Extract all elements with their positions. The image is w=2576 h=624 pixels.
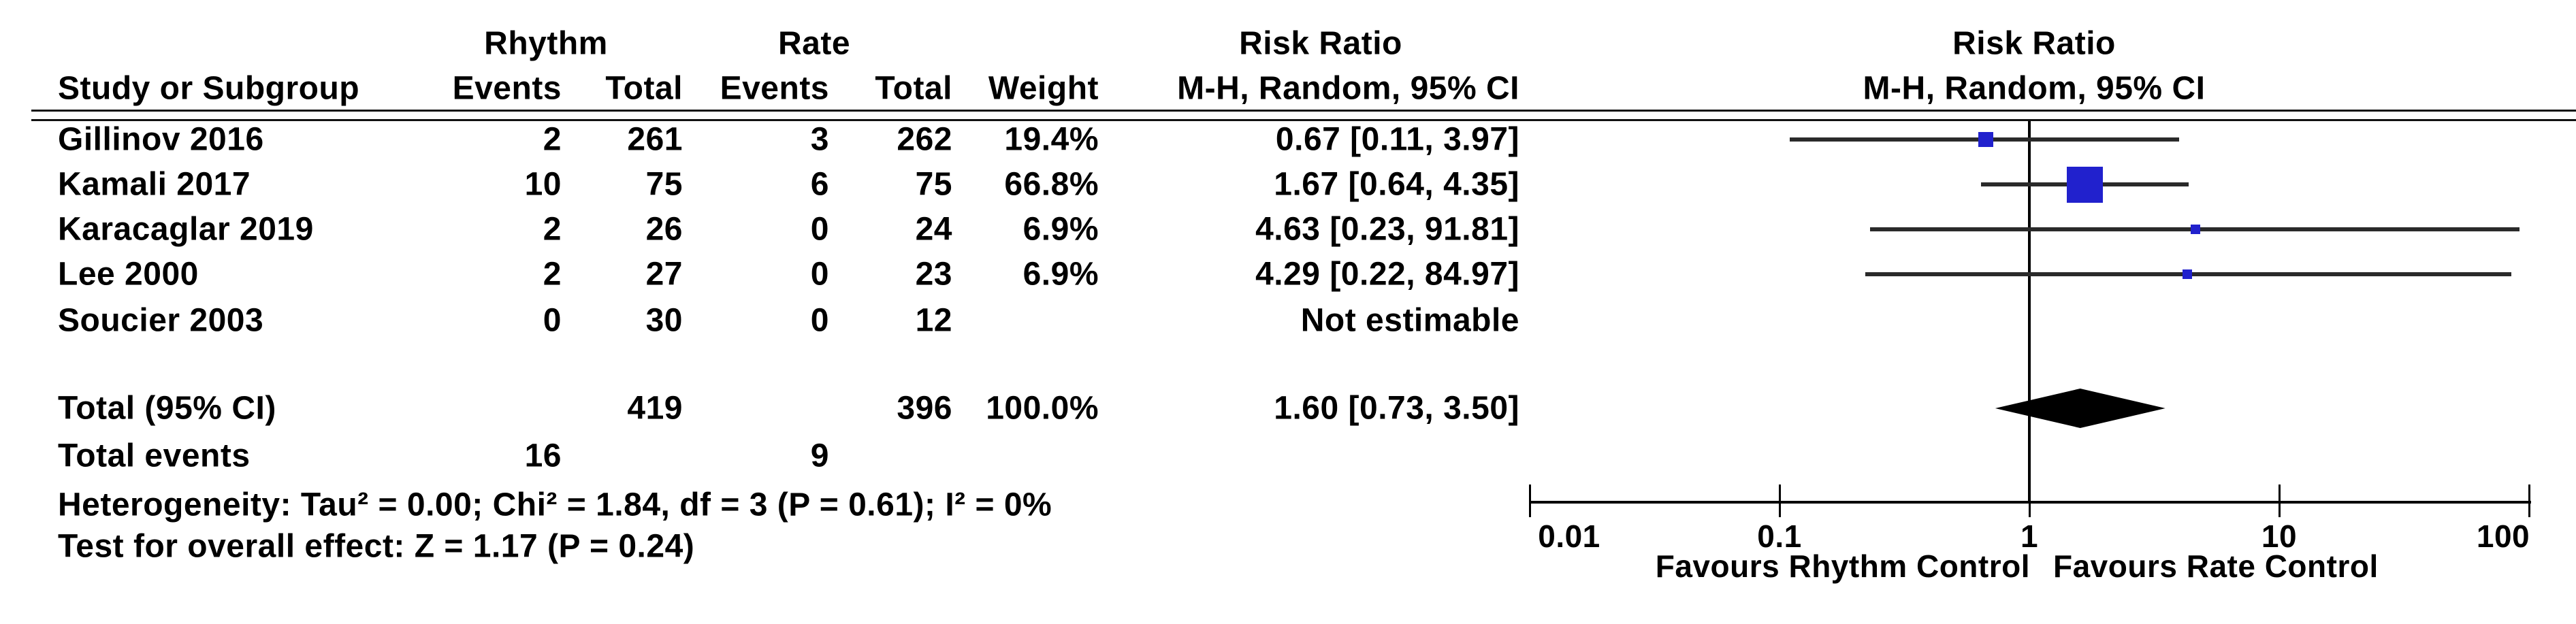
favours-right-label: Favours Rate Control (2053, 548, 2379, 584)
study-name: Gillinov 2016 (58, 121, 264, 158)
weight-value: 6.9% (1023, 211, 1099, 248)
rr-ci-text: 4.29 [0.22, 84.97] (1255, 256, 1519, 293)
axis-tick-label: 100 (2476, 519, 2530, 554)
rate-events-value: 3 (810, 121, 829, 158)
rate-total-col-header: Total (875, 70, 952, 107)
rate-total-value: 262 (897, 121, 952, 158)
rhythm-events-value: 2 (543, 121, 562, 158)
study-name: Soucier 2003 (58, 302, 264, 339)
favours-left-label: Favours Rhythm Control (1655, 548, 2030, 584)
axis-tick-label: 0.1 (1757, 519, 1802, 554)
rate-events-value: 0 (810, 302, 829, 339)
axis-tick (2528, 485, 2530, 517)
mh-col-header-right: M-H, Random, 95% CI (1863, 70, 2206, 107)
rhythm-events-value: 2 (543, 256, 562, 293)
total-row-label: Total (95% CI) (58, 390, 276, 427)
rhythm-total-col-header: Total (605, 70, 683, 107)
rhythm-group-header: Rhythm (484, 25, 608, 62)
mh-col-header-left: M-H, Random, 95% CI (1177, 70, 1519, 107)
rate-total-value: 23 (915, 256, 952, 293)
rhythm-total-value: 27 (645, 256, 683, 293)
total-events-rate: 9 (810, 438, 829, 474)
weight-value: 6.9% (1023, 256, 1099, 293)
rate-total-value: 24 (915, 211, 952, 248)
total-events-rhythm: 16 (524, 438, 562, 474)
rate-total-value: 12 (915, 302, 952, 339)
heterogeneity-text: Heterogeneity: Tau² = 0.00; Chi² = 1.84,… (58, 487, 1052, 523)
rr-ci-text: 1.67 [0.64, 4.35] (1274, 166, 1519, 203)
study-name: Karacaglar 2019 (58, 211, 314, 248)
rr-ci-text: Not estimable (1300, 302, 1519, 339)
weight-col-header: Weight (988, 70, 1099, 107)
rate-events-col-header: Events (720, 70, 829, 107)
axis-tick-label: 0.01 (1538, 519, 1600, 554)
no-effect-reference-line (2028, 121, 2031, 501)
effect-marker (2067, 166, 2104, 203)
study-name: Lee 2000 (58, 256, 199, 293)
axis-tick (2029, 485, 2031, 517)
summary-diamond (1995, 389, 2166, 428)
axis-tick (1529, 485, 1531, 517)
overall-effect-text: Test for overall effect: Z = 1.17 (P = 0… (58, 528, 695, 565)
rate-events-value: 6 (810, 166, 829, 203)
header-divider-rule (31, 110, 2576, 121)
rhythm-events-value: 0 (543, 302, 562, 339)
total-rhythm-total: 419 (627, 390, 683, 427)
rr-ci-text: 0.67 [0.11, 3.97] (1275, 121, 1519, 158)
rate-group-header: Rate (777, 25, 851, 62)
rate-events-value: 0 (810, 211, 829, 248)
rhythm-total-value: 30 (645, 302, 683, 339)
rr-ci-text: 4.63 [0.23, 91.81] (1255, 211, 1519, 248)
study-col-header: Study or Subgroup (58, 70, 360, 107)
rate-total-value: 75 (915, 166, 952, 203)
axis-tick (2279, 485, 2281, 517)
total-rate-total: 396 (897, 390, 952, 427)
effect-marker (1978, 132, 1994, 147)
study-name: Kamali 2017 (58, 166, 251, 203)
total-rr-text: 1.60 [0.73, 3.50] (1274, 390, 1519, 427)
weight-value: 66.8% (1004, 166, 1099, 203)
rhythm-events-value: 2 (543, 211, 562, 248)
risk-ratio-header-left: Risk Ratio (1239, 25, 1402, 62)
effect-marker (2191, 225, 2201, 234)
rhythm-total-value: 75 (645, 166, 683, 203)
rhythm-events-value: 10 (524, 166, 562, 203)
total-events-label: Total events (58, 438, 251, 474)
rhythm-events-col-header: Events (452, 70, 562, 107)
effect-marker (2183, 269, 2193, 279)
axis-tick (1779, 485, 1781, 517)
rhythm-total-value: 26 (645, 211, 683, 248)
axis-tick-label: 10 (2261, 519, 2298, 554)
weight-value: 19.4% (1004, 121, 1099, 158)
risk-ratio-header-right: Risk Ratio (1952, 25, 2116, 62)
rate-events-value: 0 (810, 256, 829, 293)
total-weight: 100.0% (986, 390, 1099, 427)
rhythm-total-value: 261 (627, 121, 683, 158)
axis-tick-label: 1 (2020, 519, 2039, 554)
